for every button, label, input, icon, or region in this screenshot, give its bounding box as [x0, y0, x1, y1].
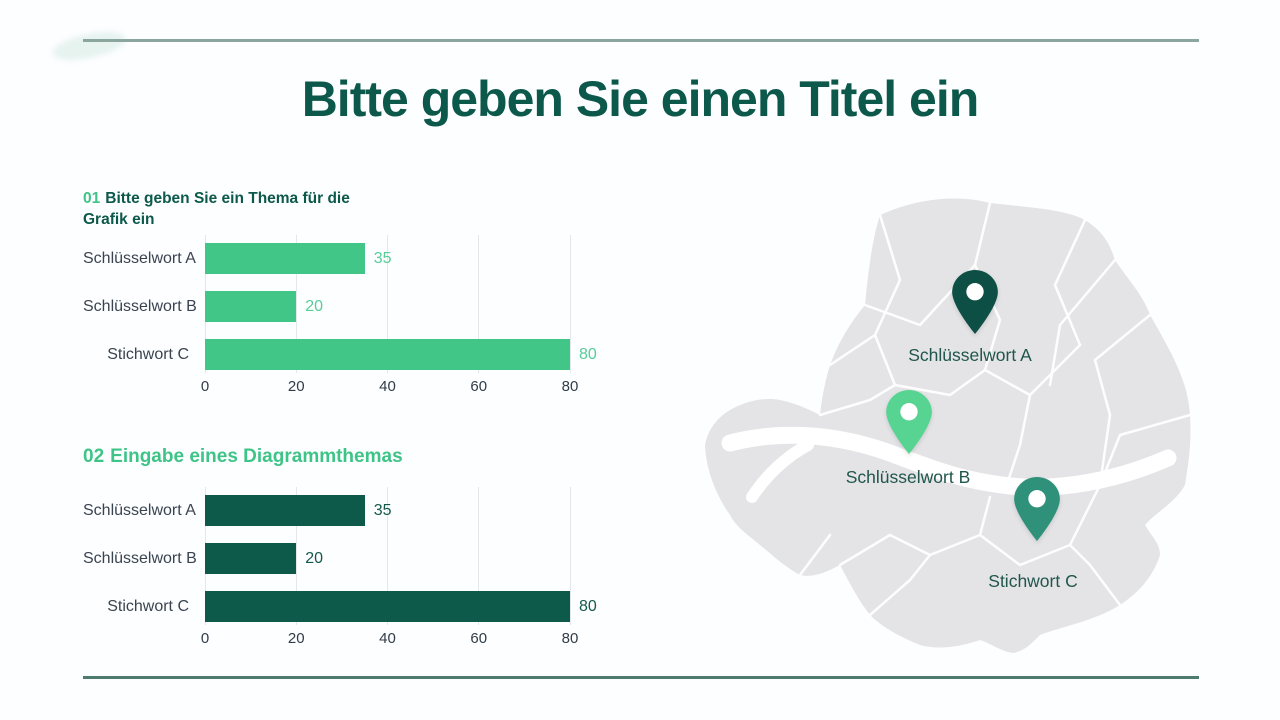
chart-row: Schlüsselwort A 35: [83, 243, 570, 274]
decorative-swoosh: [50, 26, 128, 66]
chart-row: Schlüsselwort B 20: [83, 291, 570, 322]
gridline: [569, 235, 571, 373]
page-title: Bitte geben Sie einen Titel ein: [301, 71, 980, 127]
x-axis: 0 20 40 60 80: [201, 377, 579, 397]
gridline: [387, 487, 388, 625]
axis-tick-label: 20: [287, 378, 305, 395]
axis-tick-label: 0: [200, 378, 210, 395]
category-label: Stichwort C: [107, 598, 189, 615]
gridline: [295, 235, 297, 373]
bar-track: 80: [205, 591, 597, 622]
axis-tick-label: 40: [379, 378, 396, 395]
axis-tick-label: 20: [287, 630, 305, 647]
chart-row: Schlüsselwort B 20: [83, 543, 570, 574]
axis-tick-label: 80: [561, 630, 579, 647]
river: [721, 426, 1177, 503]
city-district-map: Schlüsselwort A Schlüsselwort B Stichwor…: [690, 185, 1210, 663]
value-label: 80: [579, 598, 597, 615]
category-label: Schlüsselwort B: [83, 298, 197, 315]
bar-track: 20: [205, 291, 570, 322]
section-2-number: 02: [83, 446, 105, 467]
gridline: [478, 487, 480, 625]
category-label: Schlüsselwort A: [83, 502, 196, 519]
chart-rows: Schlüsselwort A 35 Schlüsselwort B 20 Stichw…: [83, 487, 597, 622]
gridline: [295, 487, 297, 625]
bar: 35: [205, 495, 391, 526]
map-pin-b-label: Schlüsselwort B: [845, 467, 971, 487]
location-pin-icon: [952, 270, 998, 334]
chart-row: Stichwort C 80: [83, 339, 597, 370]
axis-tick-label: 60: [470, 378, 488, 395]
x-axis: 0 20 40 60 80: [201, 629, 579, 649]
axis-tick-label: 40: [379, 630, 396, 647]
map-landmass: [705, 198, 1191, 654]
category-label: Stichwort C: [107, 346, 189, 363]
bar-chart-1: Schlüsselwort A 35 Schlüsselwort B 20 Stichw…: [83, 235, 597, 397]
gridline: [478, 235, 480, 373]
bar: 35: [205, 243, 391, 274]
category-label: Schlüsselwort B: [83, 550, 197, 567]
location-pin-icon: [886, 390, 932, 454]
section-1-heading: 01 Bitte geben Sie ein Thema für die Graf…: [83, 188, 355, 230]
bar-track: 35: [205, 495, 570, 526]
chart-rows: Schlüsselwort A 35 Schlüsselwort B 20 Stichw…: [83, 235, 597, 370]
section-2-title: Eingabe eines Diagrammthemas: [110, 446, 403, 467]
bar-track: 35: [205, 243, 570, 274]
bar: 80: [205, 339, 597, 370]
bar-chart-2: Schlüsselwort A 35 Schlüsselwort B 20 Stichw…: [83, 487, 597, 649]
location-pin-icon: [1014, 477, 1060, 541]
value-label: 35: [373, 502, 392, 519]
axis-tick-label: 80: [561, 378, 579, 395]
bar: 80: [205, 591, 597, 622]
chart-row: Stichwort C 80: [83, 591, 597, 622]
map-pin-c-label: Stichwort C: [988, 571, 1078, 591]
value-label: 35: [373, 250, 392, 267]
section-1-title: Bitte geben Sie ein Thema für die Grafik…: [83, 190, 350, 228]
section-2-heading: 02 Eingabe eines Diagrammthemas: [83, 446, 403, 468]
map-silhouette: [705, 198, 1192, 654]
bottom-divider-line: [83, 676, 1199, 679]
value-label: 20: [305, 298, 324, 315]
category-label: Schlüsselwort A: [83, 250, 196, 267]
section-1-number: 01: [83, 190, 101, 207]
bar-track: 80: [205, 339, 597, 370]
bar: 20: [205, 291, 323, 322]
bar: 20: [205, 543, 323, 574]
map-pin-b: [886, 390, 932, 454]
chart-row: Schlüsselwort A 35: [83, 495, 570, 526]
axis-tick-label: 60: [470, 630, 488, 647]
map-pin-a: [952, 270, 998, 334]
bar-track: 20: [205, 543, 570, 574]
value-label: 80: [579, 346, 597, 363]
axis-tick-label: 0: [200, 630, 210, 647]
gridline: [387, 235, 388, 373]
top-divider-line: [83, 39, 1199, 42]
district-borders: [798, 201, 1192, 617]
gridline: [569, 487, 571, 625]
map-pin-c: [1014, 477, 1060, 541]
map-pin-a-label: Schlüsselwort A: [908, 345, 1032, 365]
value-label: 20: [305, 550, 324, 567]
